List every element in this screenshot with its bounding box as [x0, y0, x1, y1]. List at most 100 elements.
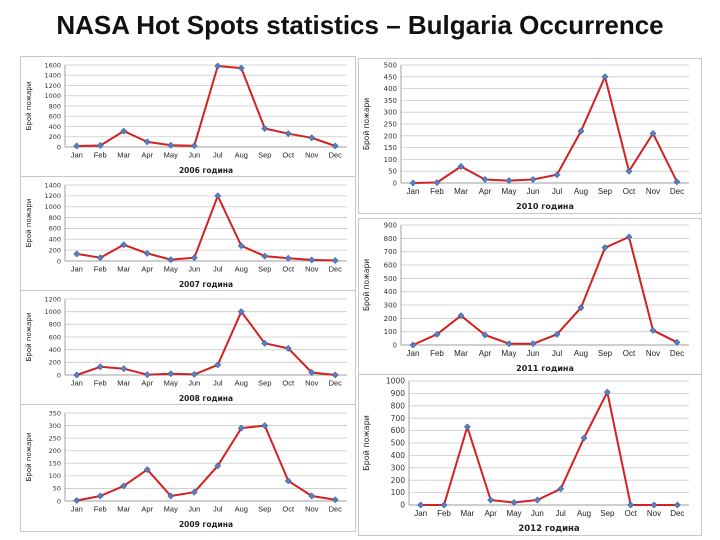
- x-tick-label: Oct: [282, 151, 295, 160]
- x-tick-label: Apr: [479, 187, 492, 196]
- data-point: [120, 365, 128, 373]
- y-tick-label: 250: [384, 120, 397, 128]
- x-tick-label: Jan: [414, 509, 427, 518]
- x-axis-title: 2010 година: [516, 202, 574, 211]
- x-tick-label: Jun: [188, 151, 200, 160]
- y-tick-label: 700: [391, 414, 406, 423]
- x-tick-label: Aug: [235, 505, 248, 514]
- data-point: [120, 482, 128, 490]
- y-tick-label: 300: [384, 109, 397, 117]
- data-point: [487, 496, 495, 504]
- y-axis-title: Брой пожари: [25, 313, 33, 362]
- series-line: [420, 391, 678, 506]
- y-tick-label: 0: [393, 341, 397, 349]
- y-axis-title: Брой пожари: [362, 259, 371, 311]
- y-tick-label: 500: [384, 275, 397, 283]
- y-axis-title: Брой пожари: [362, 415, 371, 471]
- x-axis-title: 2006 година: [179, 166, 233, 175]
- x-tick-label: May: [164, 505, 178, 514]
- data-point: [580, 434, 588, 442]
- y-tick-label: 200: [384, 132, 397, 140]
- data-point: [237, 308, 245, 316]
- y-tick-label: 1000: [44, 92, 61, 100]
- x-tick-label: Sep: [258, 151, 271, 160]
- x-tick-label: Nov: [646, 187, 660, 196]
- y-tick-label: 200: [49, 447, 61, 455]
- x-tick-label: Jul: [213, 151, 223, 160]
- x-tick-label: Dec: [329, 265, 343, 274]
- series-line: [76, 65, 336, 147]
- x-tick-label: Apr: [141, 505, 153, 514]
- y-tick-label: 0: [57, 143, 61, 151]
- x-tick-label: Jul: [213, 379, 223, 388]
- chart-2010: 0 50 100 150 200 250 300 350 400 450 500 Jan Feb Mar A…: [358, 58, 702, 214]
- y-tick-label: 800: [49, 214, 61, 222]
- data-point: [409, 341, 417, 349]
- data-point: [331, 371, 339, 379]
- y-tick-label: 0: [57, 371, 61, 379]
- y-tick-label: 200: [384, 315, 397, 323]
- x-tick-label: Jul: [556, 509, 566, 518]
- y-tick-label: 800: [49, 321, 61, 329]
- x-tick-label: Aug: [235, 379, 248, 388]
- y-tick-label: 400: [384, 85, 397, 93]
- x-tick-label: Nov: [305, 505, 319, 514]
- y-tick-label: 1000: [44, 308, 61, 316]
- x-tick-label: Oct: [624, 509, 637, 518]
- chart-2011: 0 100 200 300 400 500 600 700 800 900 Jan Feb Mar Apr…: [358, 218, 702, 376]
- y-tick-label: 100: [384, 328, 397, 336]
- y-tick-label: 400: [391, 451, 406, 460]
- y-tick-label: 500: [391, 439, 406, 448]
- data-point: [673, 178, 681, 186]
- y-tick-label: 900: [391, 389, 406, 398]
- y-tick-label: 150: [384, 144, 397, 152]
- y-tick-label: 500: [384, 61, 397, 69]
- data-point: [505, 340, 513, 348]
- data-point: [457, 312, 465, 320]
- y-tick-label: 800: [49, 102, 61, 110]
- x-axis-title: 2011 година: [516, 364, 574, 373]
- data-point: [577, 127, 585, 135]
- x-tick-label: Feb: [430, 349, 444, 358]
- y-tick-label: 600: [384, 261, 397, 269]
- x-axis-title: 2007 година: [179, 280, 233, 289]
- x-tick-label: Nov: [305, 379, 319, 388]
- x-tick-label: Oct: [282, 265, 295, 274]
- y-tick-label: 300: [384, 301, 397, 309]
- x-tick-label: Apr: [141, 265, 153, 274]
- x-tick-label: Mar: [117, 265, 130, 274]
- chart-2012-svg: 0 100 200 300 400 500 600 700 800 900 1000 Jan Feb Ma…: [362, 377, 689, 534]
- y-tick-label: 1200: [44, 192, 61, 200]
- x-tick-label: Jun: [188, 505, 200, 514]
- x-tick-label: Apr: [141, 379, 153, 388]
- y-tick-label: 1000: [44, 203, 61, 211]
- data-point: [96, 363, 104, 371]
- y-tick-label: 1200: [44, 295, 61, 303]
- data-point: [603, 388, 611, 396]
- y-tick-label: 300: [49, 422, 61, 430]
- x-tick-label: Jan: [407, 187, 420, 196]
- y-tick-label: 800: [384, 235, 397, 243]
- x-tick-label: Sep: [258, 505, 271, 514]
- x-tick-label: May: [501, 187, 516, 196]
- x-tick-label: Oct: [282, 379, 295, 388]
- data-point: [96, 492, 104, 500]
- y-tick-label: 600: [391, 426, 406, 435]
- y-tick-label: 0: [400, 501, 405, 510]
- y-tick-label: 1400: [44, 181, 61, 189]
- x-tick-label: Nov: [646, 349, 660, 358]
- chart-2007: 0 200 400 600 800 1000 1200 1400 Jan Feb Mar Apr May…: [20, 176, 356, 292]
- data-point: [627, 501, 635, 509]
- data-point: [190, 254, 198, 262]
- data-point: [481, 176, 489, 183]
- x-tick-label: Mar: [454, 187, 468, 196]
- data-point: [433, 330, 441, 338]
- x-tick-label: Jan: [407, 349, 420, 358]
- data-point: [120, 127, 128, 135]
- x-tick-label: Aug: [577, 509, 591, 518]
- y-tick-label: 1000: [386, 377, 405, 386]
- y-tick-label: 800: [391, 401, 406, 410]
- data-point: [650, 501, 658, 509]
- y-tick-label: 250: [49, 434, 61, 442]
- data-point: [505, 177, 513, 185]
